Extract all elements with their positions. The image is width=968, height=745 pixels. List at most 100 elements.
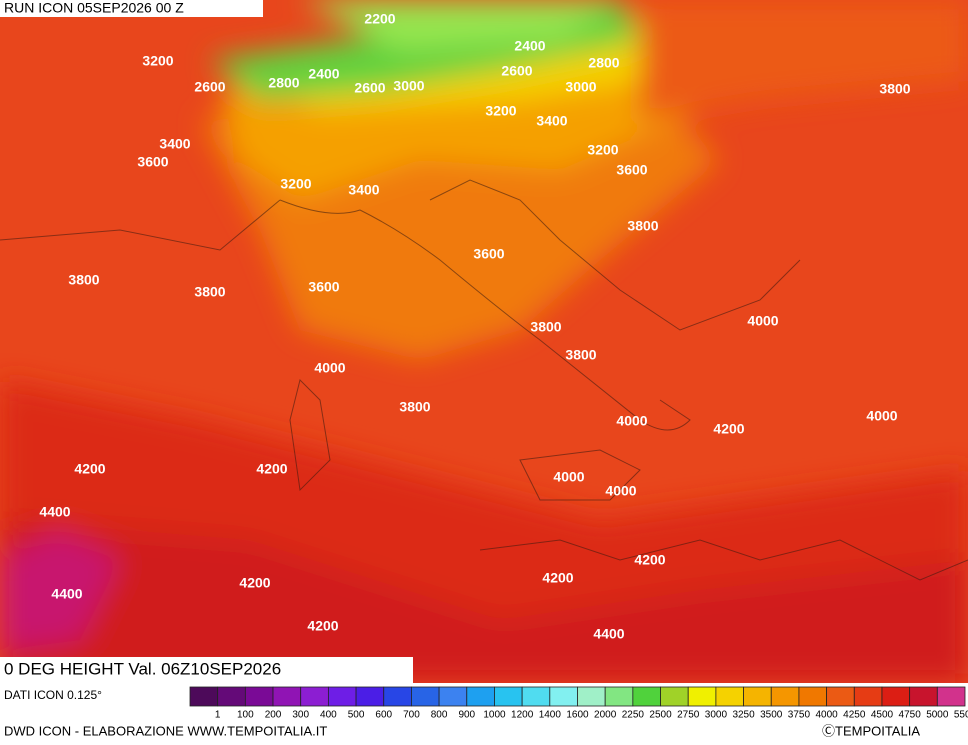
color-box <box>411 686 440 707</box>
legend-label: 3500 <box>760 710 783 721</box>
color-box <box>826 686 855 707</box>
legend-label: 4500 <box>871 710 894 721</box>
contour-label: 4200 <box>713 421 744 437</box>
contour-label: 4200 <box>74 461 105 477</box>
contour-label: 3600 <box>308 279 339 295</box>
legend-label: 2000 <box>594 710 617 721</box>
contour-label: 3800 <box>627 218 658 234</box>
contour-label: 4200 <box>634 552 665 568</box>
legend-label: 4750 <box>899 710 922 721</box>
legend-label: 1600 <box>566 710 589 721</box>
color-box <box>383 686 412 707</box>
color-box <box>660 686 689 707</box>
legend-label: 3750 <box>788 710 811 721</box>
contour-label: 3200 <box>587 142 618 158</box>
contour-label: 2600 <box>194 79 225 95</box>
map-title: 0 DEG HEIGHT Val. 06Z10SEP2026 <box>4 659 281 678</box>
color-box <box>494 686 523 707</box>
legend-label: 2750 <box>677 710 700 721</box>
contour-label: 4000 <box>747 313 778 329</box>
legend-label: 3000 <box>705 710 728 721</box>
contour-label: 3800 <box>530 319 561 335</box>
contour-label: 3800 <box>565 347 596 363</box>
color-box <box>272 686 302 707</box>
contour-label: 2400 <box>514 38 545 54</box>
contour-label: 2600 <box>501 63 532 79</box>
title-box <box>0 657 413 683</box>
legend-label: 5500 <box>954 710 968 721</box>
legend-label: 700 <box>403 710 420 721</box>
color-box <box>300 686 329 707</box>
coastlines <box>0 179 968 581</box>
contour-label: 3800 <box>399 399 430 415</box>
color-box <box>466 686 495 707</box>
data-source: DATI ICON 0.125° <box>4 688 102 702</box>
legend-label: 1400 <box>539 710 562 721</box>
legend-label: 5000 <box>926 710 949 721</box>
contour-labels: 2200 2400 3200 2600 2800 2400 2600 3000 2600 2800… <box>39 11 910 642</box>
color-box <box>881 686 911 707</box>
color-box <box>521 686 551 707</box>
contour-label: 4000 <box>866 408 897 424</box>
contour-label: 4000 <box>553 469 584 485</box>
contour-label: 3400 <box>536 113 567 129</box>
run-label: RUN ICON 05SEP2026 00 Z <box>4 0 184 16</box>
contour-label: 3600 <box>473 246 504 262</box>
color-box <box>604 686 634 707</box>
color-legend: 1 100 200 300 400 500 600 700 800 900 1000 1200 1400… <box>189 686 968 721</box>
contour-label: 3800 <box>68 272 99 288</box>
color-box <box>217 686 246 707</box>
contour-label: 4000 <box>314 360 345 376</box>
legend-label: 300 <box>292 710 309 721</box>
contour-label: 3800 <box>879 81 910 97</box>
legend-label: 900 <box>458 710 475 721</box>
legend-label: 4000 <box>815 710 838 721</box>
color-box <box>715 686 744 707</box>
color-box <box>936 686 966 707</box>
run-box <box>0 0 263 17</box>
copyright: ⒸTEMPOITALIA <box>822 723 920 738</box>
color-box <box>189 686 219 707</box>
contour-label: 3200 <box>280 176 311 192</box>
color-box <box>909 686 938 707</box>
legend-label: 100 <box>237 710 254 721</box>
field <box>0 0 968 683</box>
contour-label: 3400 <box>159 136 190 152</box>
color-box <box>327 686 357 707</box>
contour-label: 2200 <box>364 11 395 27</box>
legend-label: 400 <box>320 710 337 721</box>
legend-label: 1000 <box>483 710 506 721</box>
legend-label: 4250 <box>843 710 866 721</box>
contour-label: 4200 <box>239 575 270 591</box>
contour-label: 4200 <box>307 618 338 634</box>
legend-label: 1200 <box>511 710 534 721</box>
contour-label: 2400 <box>308 66 339 82</box>
legend-label: 1 <box>215 710 221 721</box>
contour-label: 4400 <box>39 504 70 520</box>
contour-label: 4000 <box>616 413 647 429</box>
color-box <box>438 686 468 707</box>
contour-label: 3600 <box>137 154 168 170</box>
legend-label: 800 <box>431 710 448 721</box>
contour-label: 3600 <box>616 162 647 178</box>
contour-label: 4000 <box>605 483 636 499</box>
contour-label: 4200 <box>542 570 573 586</box>
color-box <box>853 686 883 707</box>
contour-label: 2800 <box>268 75 299 91</box>
contour-label: 3400 <box>348 182 379 198</box>
contour-label: 2800 <box>588 55 619 71</box>
legend-label: 3250 <box>732 710 755 721</box>
credit: DWD ICON - ELABORAZIONE WWW.TEMPOITALIA.… <box>4 723 327 738</box>
color-box <box>244 686 274 707</box>
color-box <box>632 686 661 707</box>
contour-label: 4400 <box>51 586 82 602</box>
contour-label: 4200 <box>256 461 287 477</box>
legend-label: 2500 <box>649 710 672 721</box>
contour-label: 3000 <box>393 78 424 94</box>
contour-label: 2600 <box>354 80 385 96</box>
contour-label: 3200 <box>485 103 516 119</box>
color-box <box>577 686 606 707</box>
legend-label: 500 <box>348 710 365 721</box>
color-box <box>798 686 828 707</box>
